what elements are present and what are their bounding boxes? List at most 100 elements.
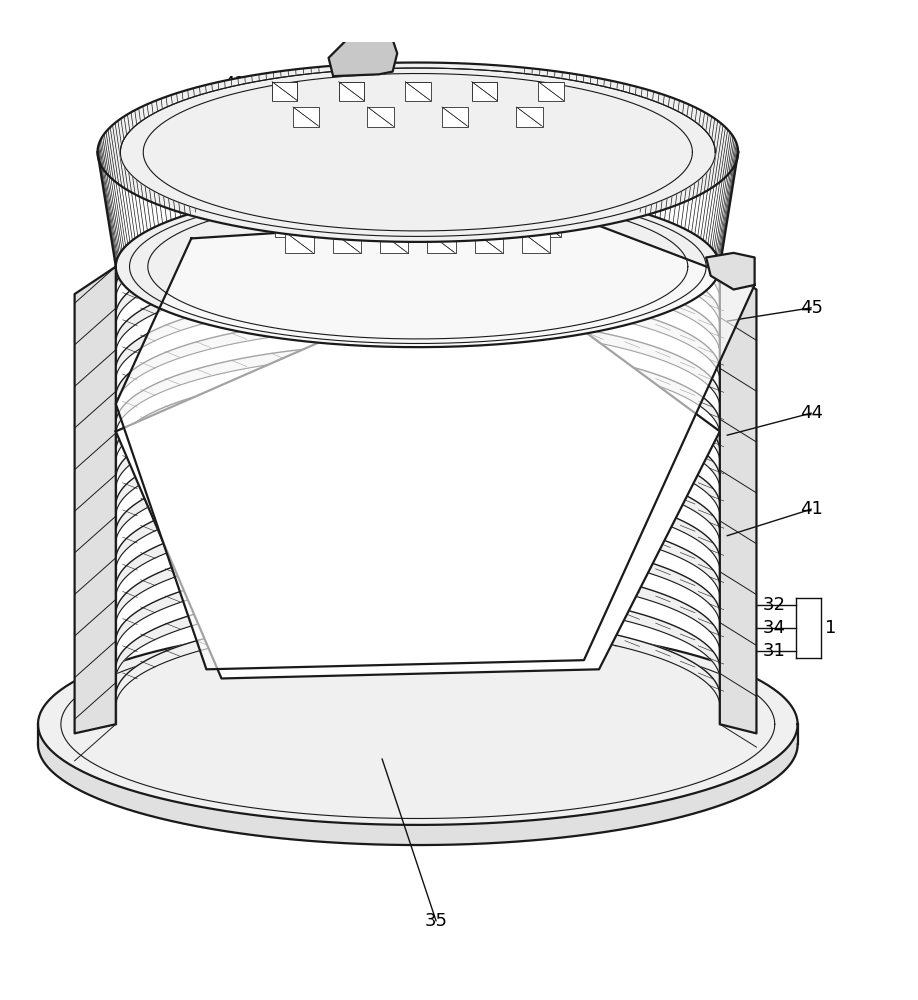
- Text: 34: 34: [763, 619, 786, 637]
- Bar: [367, 107, 394, 127]
- Bar: [404, 216, 431, 237]
- Bar: [539, 82, 564, 100]
- Bar: [405, 217, 431, 236]
- Polygon shape: [117, 479, 720, 567]
- Bar: [491, 217, 517, 236]
- Bar: [544, 205, 570, 224]
- Polygon shape: [117, 506, 720, 594]
- Polygon shape: [120, 68, 715, 236]
- Bar: [369, 108, 392, 126]
- Polygon shape: [117, 289, 720, 376]
- Bar: [295, 108, 318, 126]
- Bar: [465, 205, 490, 224]
- Bar: [548, 198, 576, 218]
- Polygon shape: [117, 262, 720, 349]
- Bar: [552, 198, 578, 218]
- Bar: [543, 204, 571, 225]
- Polygon shape: [117, 561, 720, 648]
- Bar: [384, 204, 411, 225]
- Bar: [308, 198, 335, 218]
- Bar: [361, 216, 389, 237]
- Bar: [523, 233, 549, 252]
- Bar: [534, 217, 560, 236]
- Bar: [261, 198, 287, 218]
- Polygon shape: [117, 207, 720, 295]
- Bar: [453, 198, 479, 218]
- Bar: [516, 107, 543, 127]
- Text: 45: 45: [800, 299, 823, 317]
- Bar: [382, 233, 407, 252]
- Bar: [443, 108, 467, 126]
- Bar: [274, 216, 303, 237]
- Bar: [405, 82, 431, 101]
- Text: 31: 31: [763, 642, 786, 660]
- Polygon shape: [117, 235, 720, 322]
- Bar: [472, 82, 498, 101]
- Bar: [464, 204, 491, 225]
- Bar: [447, 216, 475, 237]
- Bar: [427, 232, 455, 253]
- Polygon shape: [117, 588, 720, 675]
- Bar: [339, 82, 364, 101]
- Polygon shape: [117, 452, 720, 539]
- Bar: [334, 233, 359, 252]
- Bar: [362, 217, 387, 236]
- Polygon shape: [720, 267, 756, 733]
- Bar: [538, 82, 564, 101]
- Bar: [287, 233, 312, 252]
- Text: 42: 42: [223, 75, 246, 93]
- Bar: [384, 198, 410, 218]
- Bar: [272, 82, 297, 101]
- Bar: [467, 198, 494, 218]
- Bar: [404, 198, 431, 218]
- Polygon shape: [117, 615, 720, 702]
- Bar: [258, 198, 285, 218]
- Bar: [356, 198, 384, 218]
- Bar: [504, 204, 532, 225]
- Bar: [442, 107, 468, 127]
- Bar: [345, 205, 371, 224]
- Bar: [500, 198, 527, 218]
- Polygon shape: [706, 253, 755, 289]
- Bar: [344, 204, 372, 225]
- Bar: [425, 205, 451, 224]
- Bar: [426, 198, 452, 218]
- Bar: [276, 217, 301, 236]
- Bar: [285, 232, 314, 253]
- Bar: [475, 232, 503, 253]
- Bar: [533, 216, 561, 237]
- Polygon shape: [117, 316, 720, 404]
- Bar: [339, 82, 364, 100]
- Bar: [424, 204, 452, 225]
- Polygon shape: [116, 186, 720, 347]
- Bar: [406, 82, 430, 100]
- Bar: [318, 216, 346, 237]
- Polygon shape: [117, 534, 720, 621]
- Polygon shape: [74, 267, 116, 733]
- Bar: [385, 205, 411, 224]
- Text: 35: 35: [425, 912, 448, 930]
- Bar: [341, 198, 368, 218]
- Polygon shape: [117, 425, 720, 512]
- Bar: [509, 198, 536, 218]
- Bar: [306, 205, 331, 224]
- Bar: [273, 82, 297, 100]
- Bar: [380, 232, 409, 253]
- Polygon shape: [117, 370, 720, 458]
- Text: 1: 1: [825, 619, 836, 637]
- Polygon shape: [97, 63, 738, 242]
- Bar: [472, 82, 497, 100]
- Bar: [332, 232, 361, 253]
- Bar: [319, 217, 344, 236]
- Polygon shape: [116, 289, 720, 678]
- Polygon shape: [38, 624, 798, 825]
- Bar: [429, 233, 454, 252]
- Bar: [264, 204, 292, 225]
- Bar: [490, 216, 518, 237]
- Polygon shape: [116, 214, 755, 669]
- Bar: [476, 233, 501, 252]
- Text: 41: 41: [800, 500, 823, 518]
- Polygon shape: [117, 398, 720, 485]
- Bar: [504, 205, 531, 224]
- Bar: [299, 198, 326, 218]
